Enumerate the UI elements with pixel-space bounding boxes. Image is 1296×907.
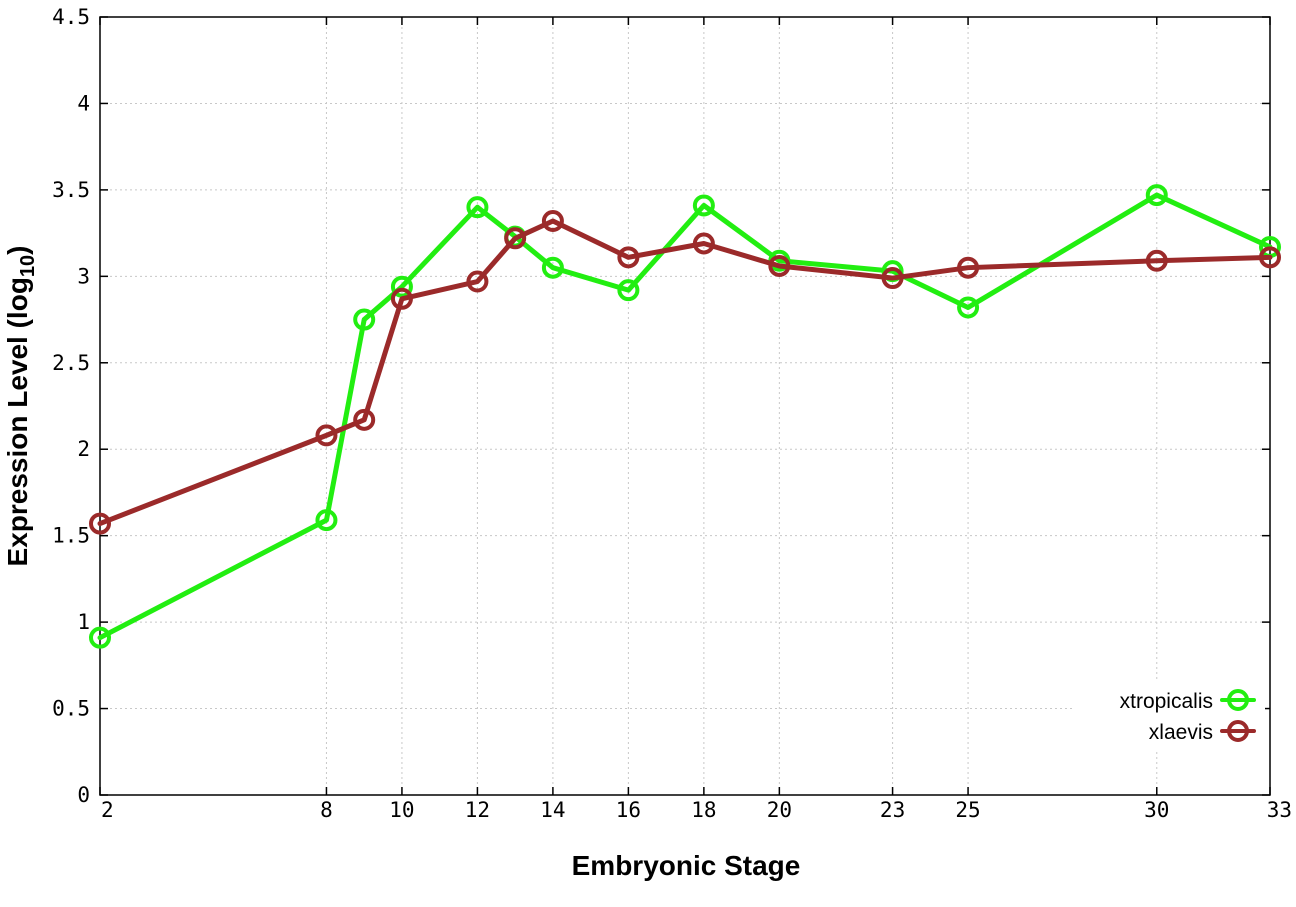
- x-tick-label: 20: [767, 798, 792, 822]
- x-tick-label: 14: [540, 798, 565, 822]
- data-point-xtropicalis: [617, 279, 640, 302]
- data-point-xtropicalis: [315, 509, 338, 532]
- legend-marker-xtropicalis: [1227, 689, 1249, 711]
- series-xlaevis: [89, 210, 1281, 535]
- x-tick-label: 23: [880, 798, 905, 822]
- x-tick-label: 25: [955, 798, 980, 822]
- y-tick-label: 1.5: [52, 524, 90, 548]
- x-tick-label: 12: [465, 798, 490, 822]
- data-point-xlaevis: [1145, 249, 1168, 272]
- data-point-xlaevis: [315, 424, 338, 447]
- y-axis-title-main: Expression Level (log: [2, 277, 33, 566]
- legend-label-xlaevis: xlaevis: [1149, 721, 1213, 744]
- data-point-xlaevis: [768, 254, 791, 277]
- legend-label-xtropicalis: xtropicalis: [1120, 690, 1213, 713]
- y-tick-label: 3: [77, 264, 90, 288]
- data-point-xlaevis: [1259, 246, 1281, 269]
- data-point-xtropicalis: [1145, 184, 1168, 207]
- x-tick-label: 2: [101, 798, 114, 822]
- data-point-xtropicalis: [89, 626, 111, 649]
- grid-lines: [100, 17, 1270, 795]
- data-point-xlaevis: [504, 227, 527, 250]
- data-point-xlaevis: [617, 246, 640, 269]
- plot-frame: [99, 16, 1271, 796]
- data-point-xlaevis: [957, 256, 980, 279]
- y-axis-title: Expression Level (log10): [2, 246, 39, 567]
- y-tick-label: 2: [77, 437, 90, 461]
- y-tick-label: 2.5: [52, 351, 90, 375]
- x-axis-tick-labels: 2 8 10 12 14 16 18 20 23 25 30 33: [101, 798, 1292, 822]
- series-xtropicalis: [89, 184, 1281, 649]
- data-point-xtropicalis: [541, 256, 564, 279]
- y-tick-label: 0.5: [52, 697, 90, 721]
- y-axis-title-subscript: 10: [17, 255, 39, 277]
- y-axis-title-close: ): [2, 246, 33, 255]
- x-tick-label: 30: [1144, 798, 1169, 822]
- x-tick-label: 8: [320, 798, 333, 822]
- data-point-xlaevis: [390, 287, 413, 310]
- data-point-xtropicalis: [957, 296, 980, 319]
- x-tick-label: 33: [1267, 798, 1292, 822]
- data-point-xtropicalis: [353, 308, 376, 331]
- data-point-xlaevis: [541, 210, 564, 233]
- y-tick-label: 1: [77, 610, 90, 634]
- legend: xtropicalis xlaevis: [1075, 680, 1265, 750]
- axis-ticks: [99, 16, 1271, 796]
- x-tick-label: 10: [389, 798, 414, 822]
- data-point-xlaevis: [353, 408, 376, 431]
- data-point-xlaevis: [881, 267, 904, 290]
- data-point-xtropicalis: [390, 275, 413, 298]
- data-point-xlaevis: [89, 512, 111, 535]
- legend-marker-xlaevis: [1227, 720, 1249, 742]
- x-tick-label: 18: [691, 798, 716, 822]
- y-tick-label: 3.5: [52, 178, 90, 202]
- x-axis-title: Embryonic Stage: [572, 850, 801, 881]
- data-point-xlaevis: [466, 270, 489, 293]
- data-point-xlaevis: [692, 232, 715, 255]
- y-tick-label: 4: [77, 91, 90, 115]
- y-tick-label: 0: [77, 783, 90, 807]
- y-tick-label: 4.5: [52, 5, 90, 29]
- data-point-xtropicalis: [466, 196, 489, 219]
- data-point-xtropicalis: [692, 194, 715, 217]
- x-tick-label: 16: [616, 798, 641, 822]
- y-axis-tick-labels: 0 0.5 1 1.5 2 2.5 3 3.5 4 4.5: [52, 5, 90, 807]
- data-series: [89, 184, 1281, 649]
- series-line-xlaevis: [97, 218, 1273, 527]
